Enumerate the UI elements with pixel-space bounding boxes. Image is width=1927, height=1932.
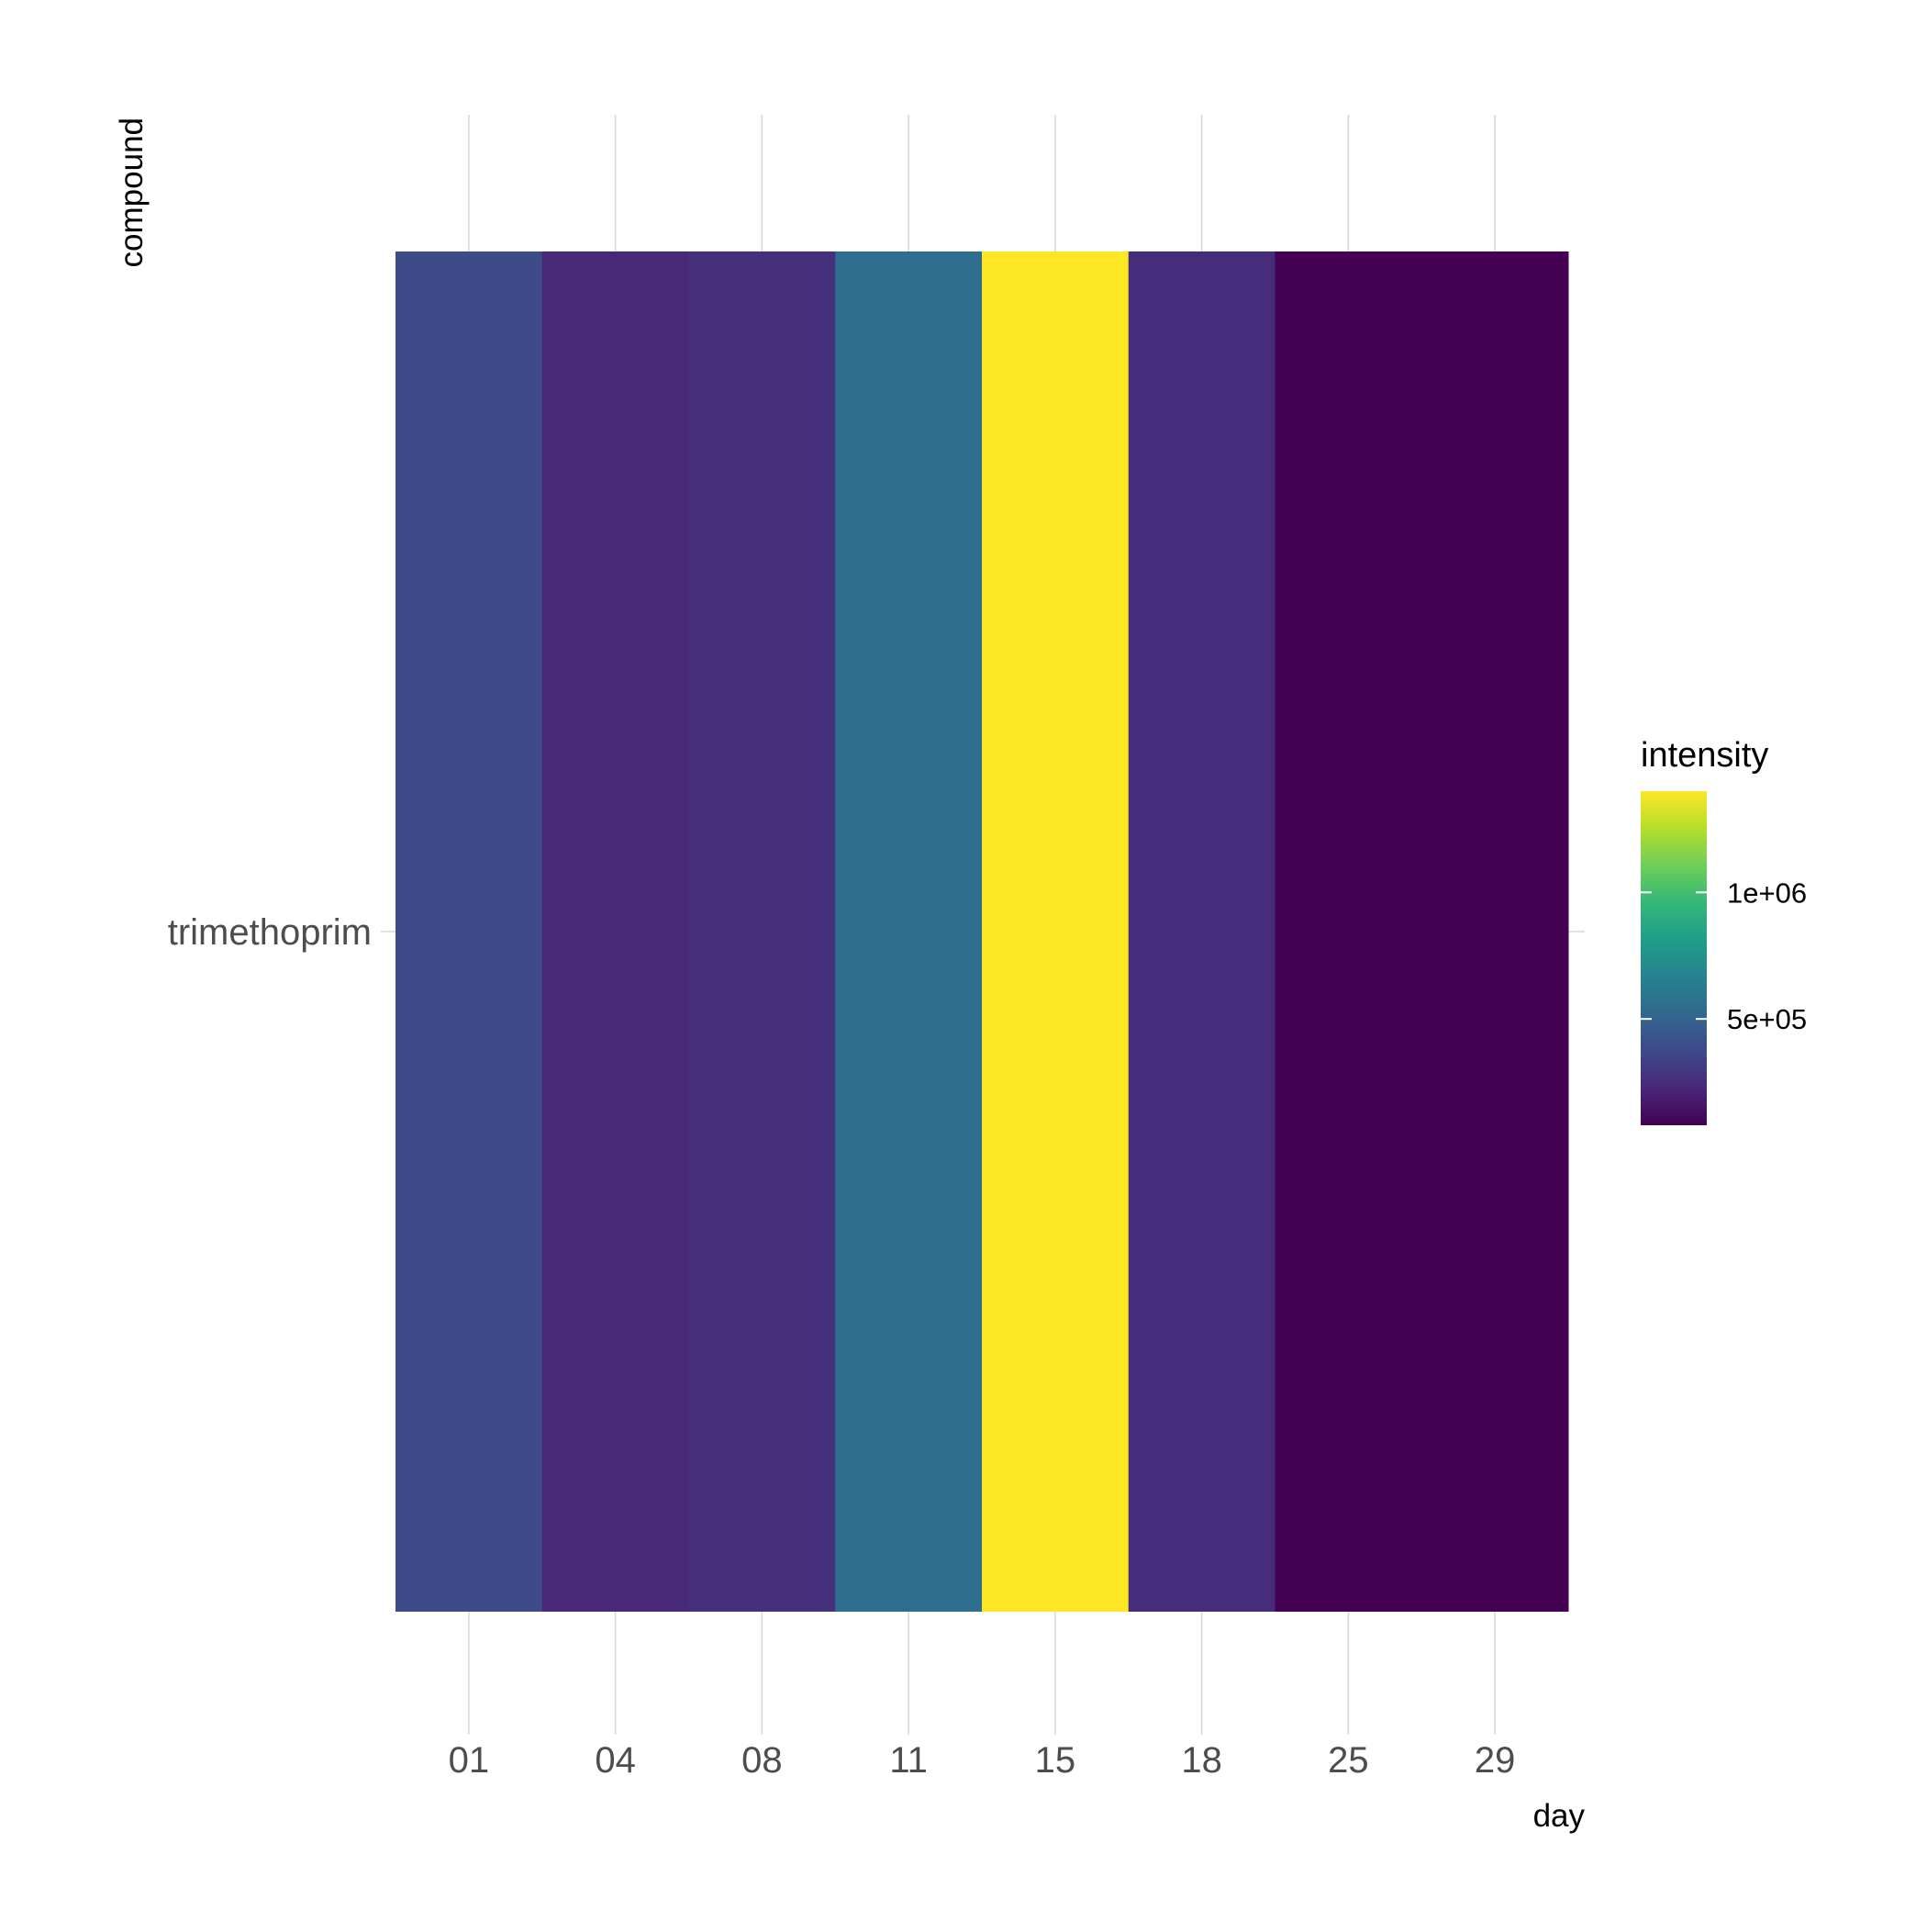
colorbar-tick-label: 5e+05 — [1727, 1003, 1807, 1035]
heatmap-tile — [541, 251, 689, 1612]
x-axis-title: day — [1533, 1798, 1586, 1834]
colorbar-ticks: 5e+05 1e+06 — [1641, 877, 1807, 1035]
colorbar-tick-label: 1e+06 — [1727, 877, 1807, 909]
heatmap-tile — [1421, 251, 1569, 1612]
y-axis-title: compound — [114, 117, 150, 267]
x-tick-label: 11 — [889, 1740, 928, 1781]
heatmap-tile — [1275, 251, 1422, 1612]
heatmap-tile — [982, 251, 1130, 1612]
heatmap-tile — [395, 251, 543, 1612]
x-tick-label: 29 — [1475, 1740, 1516, 1781]
x-tick-label: 01 — [449, 1740, 490, 1781]
x-tick-label: 08 — [741, 1740, 783, 1781]
x-tick-labels: 01 04 08 11 15 18 25 29 — [449, 1740, 1516, 1781]
colorbar — [1641, 791, 1707, 1125]
colorbar-legend: intensity 5e+05 1e+06 — [1641, 736, 1807, 1125]
y-tick-labels: trimethoprim — [168, 912, 372, 953]
heatmap-tile — [688, 251, 836, 1612]
x-tick-label: 18 — [1181, 1740, 1222, 1781]
heatmap-tile — [835, 251, 983, 1612]
legend-title: intensity — [1641, 736, 1768, 775]
x-tick-label: 25 — [1328, 1740, 1369, 1781]
heatmap-tiles — [395, 251, 1569, 1612]
x-tick-label: 04 — [595, 1740, 636, 1781]
heatmap-tile — [1128, 251, 1275, 1612]
y-tick-label: trimethoprim — [168, 912, 372, 953]
x-tick-label: 15 — [1035, 1740, 1076, 1781]
